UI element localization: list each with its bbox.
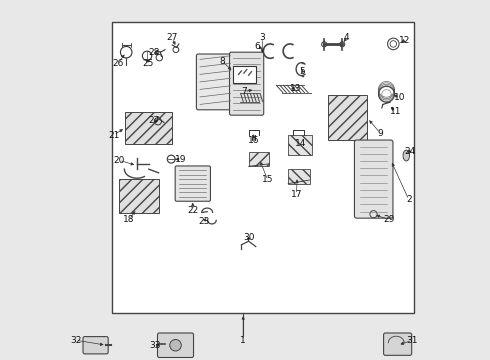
FancyBboxPatch shape (157, 333, 194, 357)
FancyBboxPatch shape (384, 333, 412, 355)
Text: 20: 20 (113, 156, 124, 165)
FancyBboxPatch shape (175, 166, 210, 201)
Text: 26: 26 (113, 58, 124, 68)
Text: 16: 16 (248, 136, 259, 145)
Text: 12: 12 (399, 36, 410, 45)
Text: 24: 24 (404, 147, 416, 156)
Text: 23: 23 (198, 217, 209, 226)
FancyBboxPatch shape (83, 337, 108, 354)
Bar (119, 179, 159, 213)
Text: 13: 13 (290, 84, 301, 93)
Text: 3: 3 (259, 33, 265, 42)
Bar (233, 66, 256, 83)
Text: 11: 11 (391, 107, 402, 116)
Text: 2: 2 (406, 195, 412, 204)
Ellipse shape (403, 150, 410, 161)
Text: 31: 31 (407, 336, 418, 345)
Bar (288, 135, 312, 155)
Text: 22: 22 (187, 206, 198, 215)
Text: 21: 21 (108, 130, 119, 139)
Text: 25: 25 (142, 58, 153, 68)
Text: 14: 14 (295, 139, 306, 148)
FancyBboxPatch shape (196, 54, 234, 110)
Text: 6: 6 (255, 42, 261, 51)
Bar (125, 112, 172, 144)
Text: 15: 15 (262, 175, 273, 184)
Text: 28: 28 (148, 48, 160, 57)
Bar (328, 95, 368, 140)
Text: 7: 7 (242, 87, 247, 96)
Bar (288, 169, 310, 184)
Text: 5: 5 (300, 68, 305, 77)
Text: 29: 29 (383, 215, 394, 224)
Bar (248, 152, 270, 166)
Text: 30: 30 (243, 233, 254, 242)
Text: 1: 1 (240, 336, 246, 345)
Bar (112, 22, 414, 313)
Text: 17: 17 (291, 190, 302, 199)
Text: 33: 33 (149, 341, 161, 350)
Text: 19: 19 (175, 155, 187, 164)
Text: 18: 18 (123, 215, 135, 224)
Text: 4: 4 (343, 33, 349, 42)
Text: 27: 27 (166, 33, 177, 42)
Text: 32: 32 (70, 336, 81, 345)
FancyBboxPatch shape (354, 140, 393, 218)
Text: 27: 27 (148, 116, 160, 125)
Text: 8: 8 (220, 57, 225, 66)
Text: 9: 9 (377, 129, 383, 138)
Text: 10: 10 (394, 93, 406, 102)
FancyBboxPatch shape (229, 52, 264, 115)
Circle shape (170, 339, 181, 351)
